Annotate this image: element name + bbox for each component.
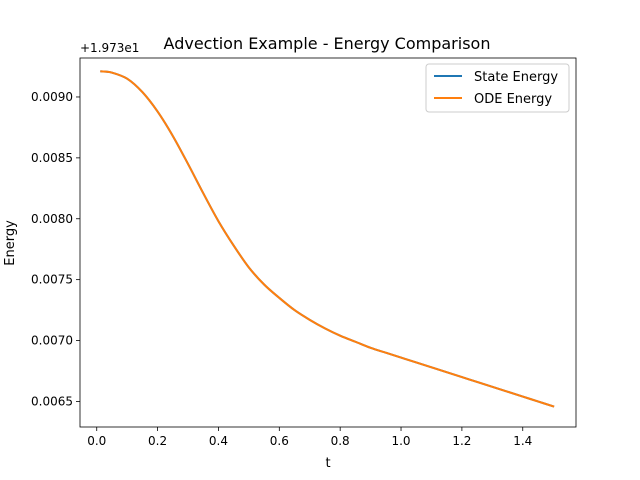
chart-title: Advection Example - Energy Comparison bbox=[164, 34, 491, 53]
plot-frame bbox=[79, 57, 577, 428]
plot-area bbox=[79, 57, 577, 428]
series-line-ode-energy bbox=[100, 70, 555, 408]
x-axis-ticks: 0.0 0.2 0.4 0.6 0.8 1.0 1.2 1.4 bbox=[87, 427, 532, 448]
y-axis-ticks: 0.0065 0.0070 0.0075 0.0080 0.0085 0.0090 bbox=[31, 90, 80, 408]
y-tick-label: 0.0080 bbox=[31, 212, 73, 226]
y-axis-label: Energy bbox=[3, 220, 18, 266]
x-tick-label: 0.6 bbox=[270, 434, 289, 448]
x-tick-label: 1.2 bbox=[452, 434, 471, 448]
x-tick-label: 0.4 bbox=[209, 434, 228, 448]
y-tick-label: 0.0070 bbox=[31, 334, 73, 348]
x-axis-label: t bbox=[325, 456, 330, 471]
x-tick-label: 0.0 bbox=[87, 434, 106, 448]
legend-label-state-energy: State Energy bbox=[474, 70, 558, 85]
series-layer bbox=[100, 70, 555, 408]
legend: State Energy ODE Energy bbox=[425, 63, 570, 113]
y-tick-label: 0.0065 bbox=[31, 394, 73, 408]
x-tick-label: 1.0 bbox=[391, 434, 410, 448]
x-tick-label: 0.2 bbox=[148, 434, 167, 448]
y-offset-label: +1.973e1 bbox=[80, 41, 139, 55]
x-tick-label: 1.4 bbox=[513, 434, 532, 448]
x-tick-label: 0.8 bbox=[331, 434, 350, 448]
y-tick-label: 0.0075 bbox=[31, 273, 73, 287]
plot-background bbox=[80, 58, 576, 427]
y-tick-label: 0.0090 bbox=[31, 90, 73, 104]
y-tick-label: 0.0085 bbox=[31, 151, 73, 165]
legend-label-ode-energy: ODE Energy bbox=[474, 92, 552, 107]
